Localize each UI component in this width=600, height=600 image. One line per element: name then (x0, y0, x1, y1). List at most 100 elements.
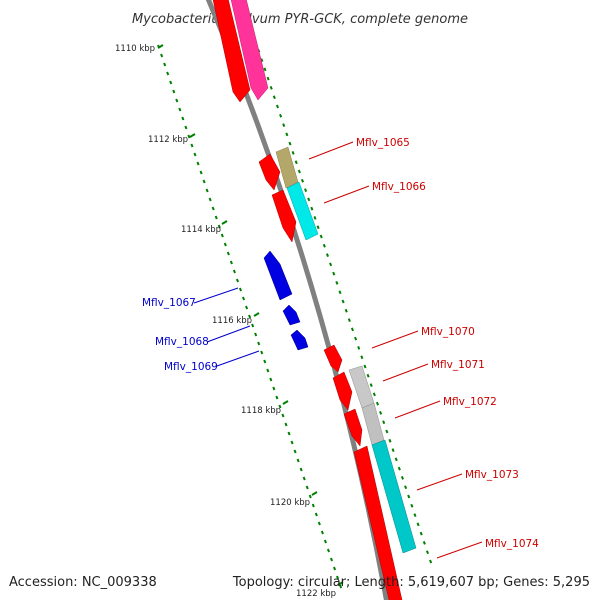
scale-tick (163, 62, 167, 67)
scale-tick (251, 323, 255, 328)
scale-tick (169, 80, 173, 85)
scale-tick (266, 368, 270, 373)
genome-backbone (205, 0, 389, 600)
scale-tick (336, 575, 340, 580)
gene-label-mflv-1067[interactable]: Mflv_1067 (142, 297, 196, 309)
scale-tick (257, 341, 261, 346)
scale-tick (190, 143, 194, 148)
feature-red-1065b[interactable] (271, 189, 297, 243)
scale-tick (242, 296, 246, 301)
feature-mflv-1068[interactable] (282, 304, 301, 326)
scale-tick (404, 485, 408, 490)
scale-tick (290, 440, 294, 445)
scale-tick (375, 401, 380, 406)
gene-label-mflv-1074[interactable]: Mflv_1074 (485, 538, 539, 550)
reverse-features (263, 250, 309, 351)
scale-tick (341, 299, 345, 304)
scale-tick (410, 503, 414, 508)
gene-label-mflv-1071[interactable]: Mflv_1071 (431, 359, 485, 371)
scale-tick (419, 531, 423, 536)
gene-label-mflv-1073[interactable]: Mflv_1073 (465, 469, 519, 481)
genome-summary-text: Topology: circular; Length: 5,619,607 bp… (232, 575, 590, 590)
kbp-label-1116: 1116 kbp (212, 316, 252, 326)
scale-tick (305, 485, 309, 490)
scale-tick (293, 449, 297, 454)
gene-label-mflv-1068[interactable]: Mflv_1068 (155, 336, 209, 348)
scale-tick (166, 71, 170, 76)
scale-tick (319, 234, 323, 239)
feature-gray-1072[interactable] (361, 402, 385, 446)
scale-tick (339, 584, 343, 589)
scale-tick (272, 386, 276, 391)
scale-tick (323, 539, 327, 544)
scale-tick (208, 197, 212, 202)
feature-mflv-1069[interactable] (290, 329, 309, 351)
scale-tick (175, 98, 179, 103)
feature-mflv-1065[interactable] (275, 146, 299, 189)
feature-mflv-1073[interactable] (371, 439, 417, 554)
scale-tick (288, 141, 292, 146)
scale-tick (160, 53, 164, 58)
feature-gray-1071[interactable] (348, 365, 375, 409)
scale-tick (211, 206, 215, 211)
feature-mflv-1066[interactable] (286, 181, 319, 241)
gene-label-mflv-1069[interactable]: Mflv_1069 (164, 361, 218, 373)
scale-tick (220, 233, 224, 238)
feature-mflv-1067[interactable] (263, 250, 293, 301)
scale-tick (223, 242, 227, 247)
scale-tick (316, 225, 320, 230)
feature-mflv-1071[interactable] (332, 371, 353, 411)
scale-tick (308, 494, 312, 499)
gene-label-mflv-1066[interactable]: Mflv_1066 (372, 181, 426, 193)
kbp-label-1112: 1112 kbp (148, 135, 188, 145)
feature-mflv-1070[interactable] (323, 344, 343, 373)
scale-tick (332, 271, 336, 276)
scale-tick (196, 161, 200, 166)
scale-tick (394, 457, 398, 462)
scale-tick (263, 67, 267, 72)
scale-tick (325, 253, 330, 257)
scale-tick (326, 548, 330, 553)
scale-tick (357, 346, 361, 350)
scale-tick (354, 336, 358, 341)
scale-tick (254, 332, 258, 337)
scale-tick (279, 113, 283, 118)
scale-tick (407, 494, 411, 499)
scale-tick (379, 411, 383, 415)
scale-tick (184, 125, 188, 130)
feature-red-1064[interactable] (258, 153, 281, 191)
gene-label-mflv-1070[interactable]: Mflv_1070 (421, 326, 475, 338)
scale-tick (205, 188, 209, 193)
gene-label-mflv-1072[interactable]: Mflv_1072 (443, 396, 497, 408)
scale-tick (299, 467, 303, 472)
scale-tick (269, 86, 273, 90)
scale-tick (317, 521, 321, 526)
scale-tick (187, 134, 191, 139)
scale-tick (260, 58, 264, 62)
scale-tick (275, 395, 279, 400)
feature-red-top[interactable] (212, 0, 251, 103)
scale-tick (344, 308, 348, 313)
feature-mflv-1072[interactable] (343, 408, 363, 447)
scale-tick (350, 327, 355, 332)
scale-tick (360, 355, 364, 360)
scale-tick (372, 392, 376, 397)
feature-mflv-1074[interactable] (353, 445, 403, 600)
kbp-label-1122: 1122 kbp (296, 589, 336, 599)
scale-tick (314, 512, 318, 517)
scale-tick (235, 278, 239, 283)
gene-label-mflv-1065[interactable]: Mflv_1065 (356, 137, 410, 149)
scale-tick (181, 116, 185, 121)
scale-tick (260, 350, 264, 355)
map-title: Mycobacterium gilvum PYR-GCK, complete g… (132, 12, 468, 27)
scale-tick (238, 287, 243, 292)
scale-tick (329, 557, 334, 562)
feature-magenta-top[interactable] (230, 0, 269, 101)
scale-tick (311, 503, 315, 508)
kbp-label-1110: 1110 kbp (115, 44, 155, 54)
scale-tick (413, 513, 417, 517)
scale-tick (397, 466, 401, 471)
scale-tick (425, 550, 430, 555)
scale-tick (291, 151, 295, 155)
